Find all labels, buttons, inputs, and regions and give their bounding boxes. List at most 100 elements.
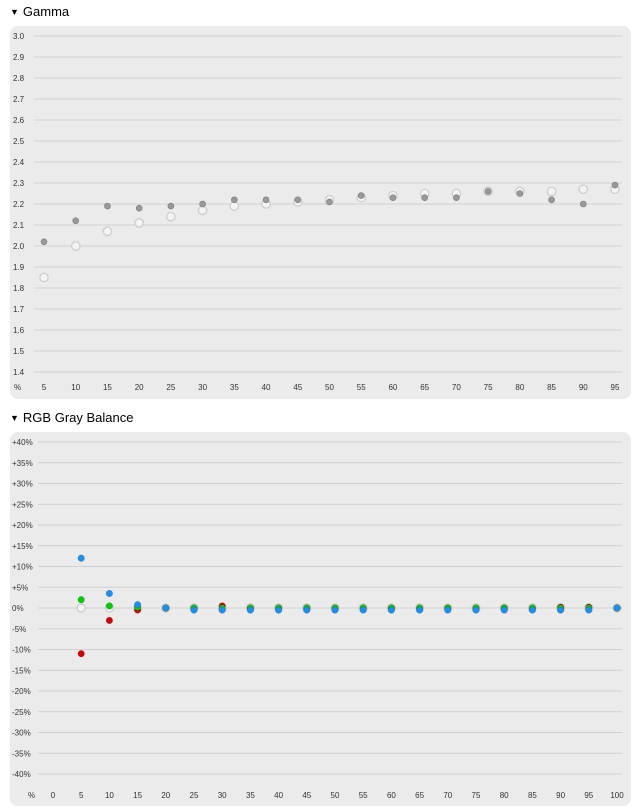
gamma-chart: 1.4 1.5 1.6 1.7 1.8 1.9 2.0 2.1 2.2 2.3 2.4 2.5 2.6 2… xyxy=(13,32,622,392)
y-tick-label: +30% xyxy=(12,480,33,489)
y-tick-label: 2.1 xyxy=(13,221,25,230)
x-tick-label: 30 xyxy=(218,791,227,800)
rgb-gray-balance-chart: +40% +35% +30% +25% +20% +15% +10% +5% 0% -5% -10%… xyxy=(12,438,624,800)
x-tick-label: 80 xyxy=(515,383,524,392)
blue-balance-point xyxy=(500,606,508,614)
gamma-target-point xyxy=(134,217,145,228)
y-tick-label: 2.7 xyxy=(13,95,25,104)
y-tick-label: 1.4 xyxy=(13,368,25,377)
x-tick-label: 85 xyxy=(547,383,556,392)
x-tick-label: 0 xyxy=(51,791,56,800)
blue-balance-point xyxy=(528,606,536,614)
x-tick-label: 40 xyxy=(274,791,283,800)
y-tick-label: 2.2 xyxy=(13,200,25,209)
y-tick-label: 1.8 xyxy=(13,284,25,293)
x-tick-label: 10 xyxy=(71,383,80,392)
gamma-target-point xyxy=(102,226,113,237)
y-tick-label: -35% xyxy=(12,749,31,758)
gamma-target-point xyxy=(197,205,208,216)
y-tick-label: -40% xyxy=(12,770,31,779)
x-axis-unit-label: % xyxy=(28,791,35,800)
y-tick-label: 2.6 xyxy=(13,116,25,125)
x-tick-label: 5 xyxy=(79,791,84,800)
x-tick-label: 60 xyxy=(387,791,396,800)
x-tick-label: 95 xyxy=(584,791,593,800)
triangle-down-icon[interactable]: ▼ xyxy=(10,413,19,423)
x-tick-label: 25 xyxy=(166,383,175,392)
x-tick-label: 10 xyxy=(105,791,114,800)
blue-balance-point xyxy=(303,606,311,614)
gamma-measured-point xyxy=(611,181,619,189)
blue-balance-point xyxy=(218,606,226,614)
y-tick-label: 1.5 xyxy=(13,347,25,356)
gamma-target-point xyxy=(39,272,49,283)
blue-balance-point xyxy=(585,606,593,614)
y-tick-label: +10% xyxy=(12,563,33,572)
gamma-measured-point xyxy=(40,238,48,246)
y-tick-label: -25% xyxy=(12,708,31,717)
blue-balance-point xyxy=(359,606,367,614)
y-tick-label: -30% xyxy=(12,729,31,738)
blue-balance-point xyxy=(387,606,395,614)
x-tick-label: 50 xyxy=(331,791,340,800)
blue-balance-point xyxy=(331,606,339,614)
blue-balance-point xyxy=(162,604,170,612)
y-tick-label: -15% xyxy=(12,666,31,675)
gamma-measured-point xyxy=(104,202,111,210)
green-balance-point xyxy=(105,602,113,610)
red-balance-point xyxy=(77,650,85,658)
y-tick-label: -5% xyxy=(12,625,26,634)
rgb-section-title: RGB Gray Balance xyxy=(22,410,134,425)
blue-balance-point xyxy=(613,604,621,612)
green-balance-point xyxy=(77,596,85,604)
gamma-measured-point xyxy=(579,200,587,208)
blue-balance-point xyxy=(275,606,283,614)
x-tick-label: 50 xyxy=(325,383,334,392)
blue-balance-point xyxy=(190,606,198,614)
rgb-section-header[interactable]: ▼ RGB Gray Balance xyxy=(10,409,133,427)
blue-balance-point xyxy=(105,589,113,598)
y-tick-label: 1.6 xyxy=(13,326,25,335)
y-tick-label: -20% xyxy=(12,687,31,696)
y-tick-label: +5% xyxy=(12,583,28,592)
y-tick-label: 2.0 xyxy=(13,242,25,251)
x-tick-label: 40 xyxy=(262,383,271,392)
x-tick-label: 20 xyxy=(161,791,170,800)
gamma-measured-point xyxy=(72,217,80,225)
x-tick-label: 65 xyxy=(415,791,424,800)
gamma-measured-point xyxy=(484,188,492,195)
gamma-section-header[interactable]: ▼ Gamma xyxy=(10,3,69,21)
y-tick-label: 2.5 xyxy=(13,137,25,146)
blue-balance-point xyxy=(77,554,85,562)
gamma-measured-point xyxy=(516,190,524,197)
gamma-target-point xyxy=(70,241,81,251)
y-tick-label: +20% xyxy=(12,521,33,530)
x-tick-label: 85 xyxy=(528,791,537,800)
gamma-measured-point xyxy=(199,200,206,208)
y-tick-label: +15% xyxy=(12,542,33,551)
neutral-balance-point xyxy=(76,603,86,613)
x-tick-label: 75 xyxy=(472,791,481,800)
y-tick-label: 1.7 xyxy=(13,305,25,314)
y-tick-label: 1.9 xyxy=(13,263,25,272)
x-tick-label: 45 xyxy=(302,791,311,800)
x-tick-label: 30 xyxy=(198,383,207,392)
triangle-down-icon[interactable]: ▼ xyxy=(10,7,19,17)
x-tick-label: 55 xyxy=(359,791,368,800)
x-tick-label: 65 xyxy=(420,383,429,392)
gamma-target-point xyxy=(578,184,589,195)
y-tick-label: 2.4 xyxy=(13,158,25,167)
gamma-target-point xyxy=(165,211,176,222)
y-tick-label: +25% xyxy=(12,500,33,509)
gamma-target-point xyxy=(229,201,240,212)
x-tick-label: 5 xyxy=(42,383,47,392)
gamma-measured-point xyxy=(421,194,428,201)
blue-balance-point xyxy=(557,606,565,614)
blue-balance-point xyxy=(444,606,452,614)
x-tick-label: 95 xyxy=(611,383,620,392)
y-tick-label: +40% xyxy=(12,438,33,447)
x-tick-label: 90 xyxy=(579,383,588,392)
x-tick-label: 60 xyxy=(388,383,397,392)
gamma-measured-point xyxy=(231,196,238,204)
blue-balance-point xyxy=(246,606,254,614)
